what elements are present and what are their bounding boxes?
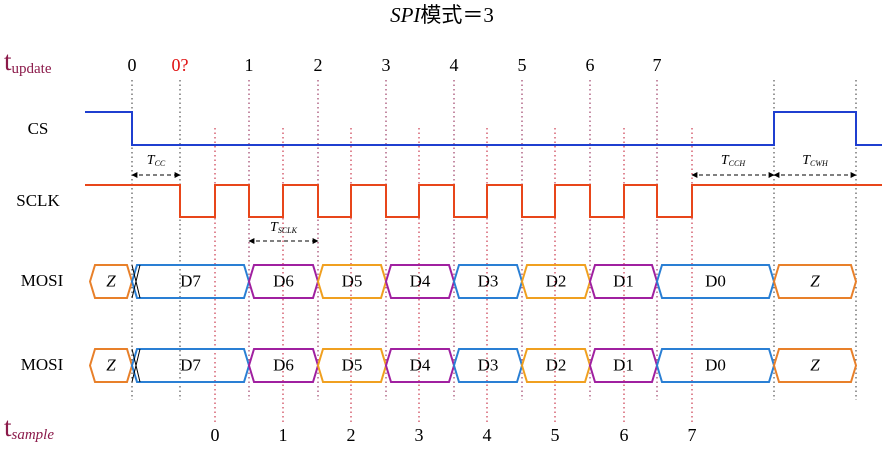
row-label: SCLK	[16, 191, 60, 210]
bus-label: D6	[273, 271, 294, 290]
bus-label: D4	[410, 271, 431, 290]
timing-label: TCC	[147, 153, 166, 168]
timing-label: TSCLK	[270, 220, 298, 235]
update-tick: 4	[450, 55, 459, 75]
sample-tick: 1	[279, 425, 288, 445]
label-sub: update	[12, 61, 52, 77]
sample-tick: 0	[211, 425, 220, 445]
bus-cross	[131, 264, 141, 299]
row-label: tupdate	[4, 46, 52, 77]
bus-label: D7	[180, 355, 201, 374]
label-main: t	[4, 46, 12, 76]
row-label: tsample	[4, 412, 54, 443]
bus-label: D1	[613, 271, 634, 290]
title-rest: 模式＝3	[420, 3, 494, 27]
update-tick: 3	[382, 55, 391, 75]
timing-label: TCCH	[721, 153, 746, 168]
update-tick: 1	[245, 55, 254, 75]
sample-tick: 6	[620, 425, 629, 445]
title: SPI模式＝3	[390, 3, 494, 27]
bus-label: D0	[705, 355, 726, 374]
update-tick: 5	[518, 55, 527, 75]
sample-tick: 7	[688, 425, 697, 445]
bus-cross	[131, 348, 141, 383]
sample-tick: 3	[415, 425, 424, 445]
bus-label: Z	[106, 355, 116, 374]
bus-label: D2	[546, 271, 567, 290]
bus-segment	[772, 264, 858, 299]
bus-label: D6	[273, 355, 294, 374]
bus-label: D7	[180, 271, 201, 290]
sclk-signal	[85, 184, 882, 218]
row-label: MOSI	[21, 355, 64, 374]
label-sub: CC	[155, 159, 166, 168]
update-tick: 0	[128, 55, 137, 75]
bus-label: D4	[410, 355, 431, 374]
timing-label: TCWH	[802, 153, 829, 168]
bus-label: Z	[810, 271, 820, 290]
update-tick: 6	[586, 55, 595, 75]
bus-label: D1	[613, 355, 634, 374]
bus-label: D5	[342, 271, 363, 290]
bus-label: D3	[478, 355, 499, 374]
cs-signal	[85, 111, 882, 146]
row-label: CS	[28, 119, 49, 138]
label-sub: sample	[12, 427, 55, 443]
bus-label: Z	[106, 271, 116, 290]
bus-label: Z	[810, 355, 820, 374]
label-sub: CCH	[729, 159, 747, 168]
label-main: t	[4, 412, 12, 442]
sample-tick: 2	[347, 425, 356, 445]
bus-label: D0	[705, 271, 726, 290]
sample-tick: 5	[551, 425, 560, 445]
bus-label: D2	[546, 355, 567, 374]
label-main: T	[802, 153, 811, 168]
sample-tick: 4	[483, 425, 492, 445]
label-main: T	[721, 153, 730, 168]
bus-segment	[772, 348, 858, 383]
update-tick: 7	[653, 55, 662, 75]
title-italic: SPI	[390, 3, 421, 27]
update-tick: 2	[314, 55, 323, 75]
row-label: MOSI	[21, 271, 64, 290]
label-sub: CWH	[810, 159, 829, 168]
update-tick: 0?	[172, 55, 189, 75]
label-main: T	[270, 220, 279, 235]
bus-label: D5	[342, 355, 363, 374]
bus-label: D3	[478, 271, 499, 290]
label-sub: SCLK	[278, 226, 298, 235]
label-main: T	[147, 153, 156, 168]
